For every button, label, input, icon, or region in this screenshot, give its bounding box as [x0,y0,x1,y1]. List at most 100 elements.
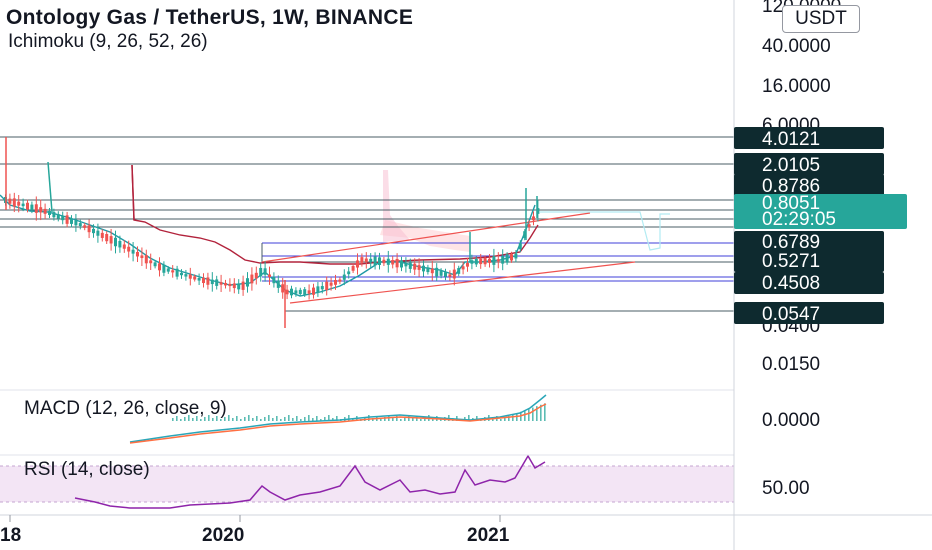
macd-histogram-bar [468,415,470,421]
price-channel [261,212,636,304]
time-tick: 2021 [467,525,510,546]
candle-body [285,289,289,295]
candle-body [496,259,500,262]
macd-histogram-bar [296,416,298,421]
macd-histogram-bar [172,418,174,421]
candle-body [303,289,307,295]
macd-histogram-bar [188,415,190,421]
candle-body [268,274,271,278]
candle-body [96,230,100,236]
candle-body [188,274,192,279]
candle-body [470,260,474,264]
candle-body [219,282,223,285]
macd-histogram-bar [252,418,254,421]
price-label: 4.0121 [762,129,820,150]
price-label: 0.8786 [762,176,820,197]
candle-body [87,225,91,233]
candle-body [70,218,73,224]
candle-body [422,265,425,272]
candle-body [215,279,219,286]
candle-body [74,220,78,226]
time-axis[interactable]: 18 2020 2021 [0,515,510,546]
macd-histogram-bar [492,418,494,421]
candle-body [466,262,469,267]
currency-button[interactable]: USDT [782,5,860,33]
level-lines [0,136,734,312]
macd-histogram-bar [204,417,206,421]
candle-body [435,267,439,277]
price-label-bg [734,250,884,272]
macd-histogram-bar [528,408,530,421]
candle-body [254,272,258,279]
macd-histogram-bar [248,415,250,421]
macd-histogram-bar [384,417,386,421]
macd-histogram-bar [524,410,526,421]
candle-body [518,243,522,250]
candle-body [320,286,324,290]
macd-histogram-bar [400,419,402,421]
macd-histogram-bar [208,415,210,421]
candle-body [290,288,293,296]
macd-histogram-bar [420,419,422,421]
candlesticks [4,137,540,328]
macd-histogram-bar [512,414,514,421]
macd-histogram-bar [424,417,426,421]
leading-span [540,211,670,251]
price-tick: 0.0150 [762,354,820,375]
macd-histogram-bar [184,417,186,421]
rsi-line [74,454,546,509]
candle-body [356,260,359,268]
macd-histogram-bar [236,416,238,421]
candle-body [461,266,465,270]
ichimoku-base-line [131,164,539,265]
macd-histogram-bar [272,418,274,421]
ichimoku-base-spike [131,164,135,221]
candle-body [298,289,302,295]
candle-body [259,267,263,277]
macd-histogram-bar [332,418,334,421]
macd-histogram-bar [536,406,538,421]
macd-histogram-bar [516,413,518,421]
macd-legend[interactable]: MACD (12, 26, close, 9) [24,398,227,419]
macd-line [129,394,547,443]
candle-body [536,208,540,214]
macd-histogram-bar [284,417,286,421]
candle-body [391,260,395,265]
candle-body [307,290,311,294]
macd-histogram-bar [180,419,182,421]
candle-body [439,270,443,276]
candle-body [162,264,166,273]
macd-histogram-bar [176,416,178,421]
macd-histogram-bar [352,418,354,421]
macd-histogram-bar [404,417,406,421]
price-label-bg [734,174,884,196]
macd-histogram-bar [324,417,326,421]
candle-body [136,251,139,257]
macd-histogram-bar [304,417,306,421]
candle-body [78,223,82,227]
candle-body [413,263,417,270]
price-label-bg [734,231,884,253]
candle-body [237,283,241,290]
indicator-legend[interactable]: Ichimoku (9, 26, 52, 26) [8,31,208,52]
macd-histogram-bar [260,419,262,421]
macd-histogram-bar [312,418,314,421]
candle-body [206,277,210,285]
candle-body [210,279,214,285]
macd-histogram-bar [328,415,330,421]
macd-histogram-bar [240,419,242,421]
candle-body [12,198,16,207]
rsi-legend[interactable]: RSI (14, close) [24,459,150,480]
candle-body [501,255,505,264]
candle-body [334,279,337,285]
candle-body [426,267,430,273]
candle-body [272,276,276,284]
candle-body [171,270,175,273]
macd-histogram-bar [380,419,382,421]
macd-histogram-bar [268,415,270,421]
candle-body [312,287,315,295]
rsi-axis-tick: 50.00 [762,478,810,499]
macd-histogram-bar [336,416,338,421]
macd-histogram-bar [392,418,394,421]
